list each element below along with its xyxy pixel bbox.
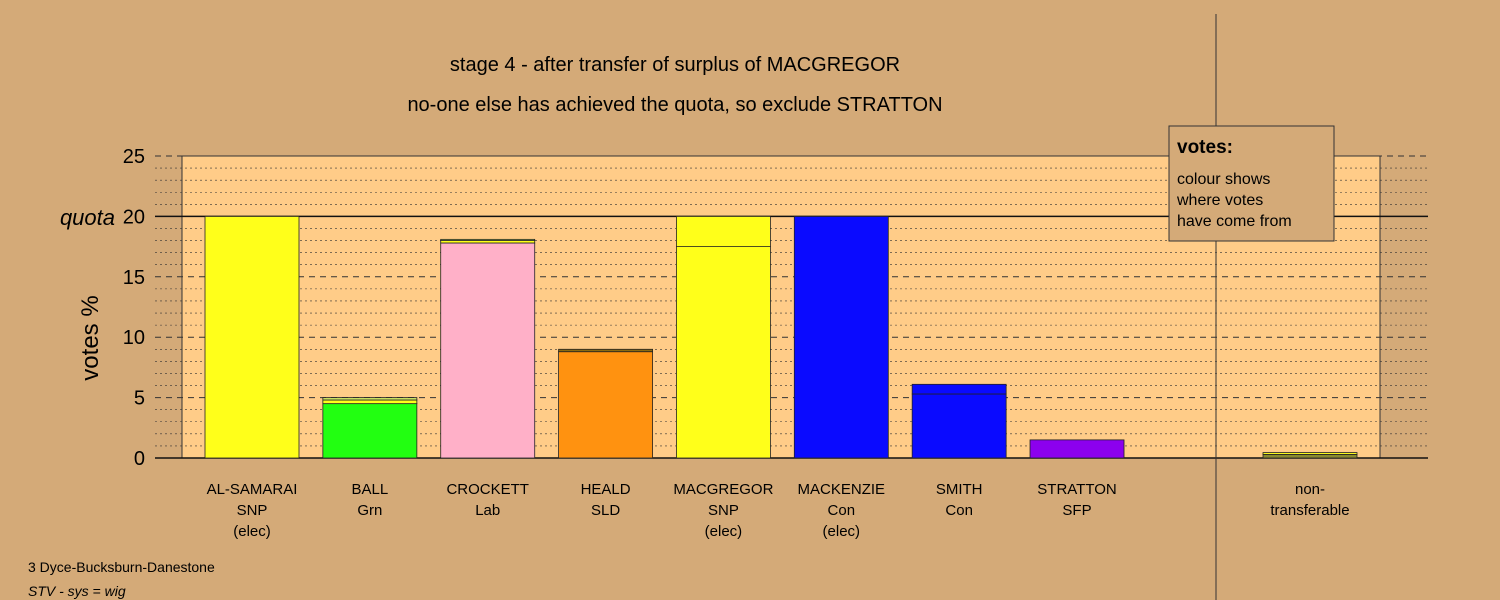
legend: votes: colour shows where votes have com… bbox=[1168, 125, 1335, 242]
quota-label: quota bbox=[60, 205, 115, 230]
category-label: Grn bbox=[357, 502, 382, 519]
bar-segment-macgregor bbox=[676, 215, 771, 247]
legend-line: where votes bbox=[1176, 192, 1263, 209]
category-label: MACKENZIE bbox=[798, 481, 886, 498]
bar-segment-ball bbox=[322, 397, 418, 401]
category-label: SNP bbox=[237, 502, 268, 519]
category-label: non- bbox=[1295, 481, 1325, 498]
category-label: Con bbox=[828, 502, 856, 519]
bar-segment-al-samarai bbox=[204, 215, 300, 459]
category-label: SFP bbox=[1062, 502, 1091, 519]
category-label: CROCKETT bbox=[446, 481, 529, 498]
bar-segment-ball bbox=[322, 403, 418, 459]
chart-title: stage 4 - after transfer of surplus of M… bbox=[450, 54, 900, 76]
legend-box bbox=[1168, 125, 1335, 242]
category-label: (elec) bbox=[823, 523, 861, 540]
bar-segment-macgregor bbox=[676, 246, 771, 459]
bar-segment-crockett bbox=[440, 242, 536, 459]
y-tick-label: 25 bbox=[123, 146, 145, 168]
category-label: (elec) bbox=[233, 523, 271, 540]
legend-line: have come from bbox=[1177, 213, 1292, 230]
bars bbox=[204, 215, 1358, 459]
legend-title: votes: bbox=[1177, 137, 1233, 158]
bar-segment-nontransferable bbox=[1262, 453, 1358, 459]
bar-segment-heald bbox=[558, 348, 653, 353]
y-tick-label: 0 bbox=[134, 448, 145, 470]
category-label: (elec) bbox=[705, 523, 743, 540]
category-labels: AL-SAMARAI SNP (elec) BALL Grn CROCKETT Lab HEA… bbox=[207, 481, 1350, 540]
bar-segment-mackenzie bbox=[793, 215, 889, 459]
category-label: Con bbox=[945, 502, 973, 519]
bar-segment-nontransferable bbox=[1262, 452, 1358, 455]
bar-segment-smith bbox=[911, 383, 1007, 395]
category-label: MACGREGOR bbox=[673, 481, 773, 498]
category-label: SLD bbox=[591, 502, 620, 519]
category-label: transferable bbox=[1270, 502, 1349, 519]
category-label: STRATTON bbox=[1037, 481, 1116, 498]
y-tick-label: 20 bbox=[123, 206, 145, 228]
y-tick-label: 10 bbox=[123, 327, 145, 349]
voting-system: STV - sys = wig bbox=[28, 583, 126, 599]
chart-subtitle: no-one else has achieved the quota, so e… bbox=[407, 94, 942, 116]
legend-line: colour shows bbox=[1177, 171, 1270, 188]
category-label: Lab bbox=[475, 502, 500, 519]
category-label: BALL bbox=[352, 481, 389, 498]
bar-segment-ball bbox=[322, 399, 418, 405]
y-axis-label: votes % bbox=[77, 295, 104, 380]
bar-segment-heald bbox=[558, 351, 653, 459]
y-tick-label: 5 bbox=[134, 388, 145, 410]
category-label: HEALD bbox=[581, 481, 631, 498]
ward-name: 3 Dyce-Bucksburn-Danestone bbox=[28, 559, 215, 575]
y-axis: 0 5 10 15 20 25 bbox=[123, 146, 145, 470]
bar-segment-stratton bbox=[1029, 439, 1125, 459]
category-label: SMITH bbox=[936, 481, 983, 498]
category-label: SNP bbox=[708, 502, 739, 519]
y-tick-label: 15 bbox=[123, 267, 145, 289]
bar-segment-smith bbox=[911, 393, 1007, 459]
bar-segment-crockett bbox=[440, 238, 536, 241]
category-label: AL-SAMARAI bbox=[207, 481, 298, 498]
